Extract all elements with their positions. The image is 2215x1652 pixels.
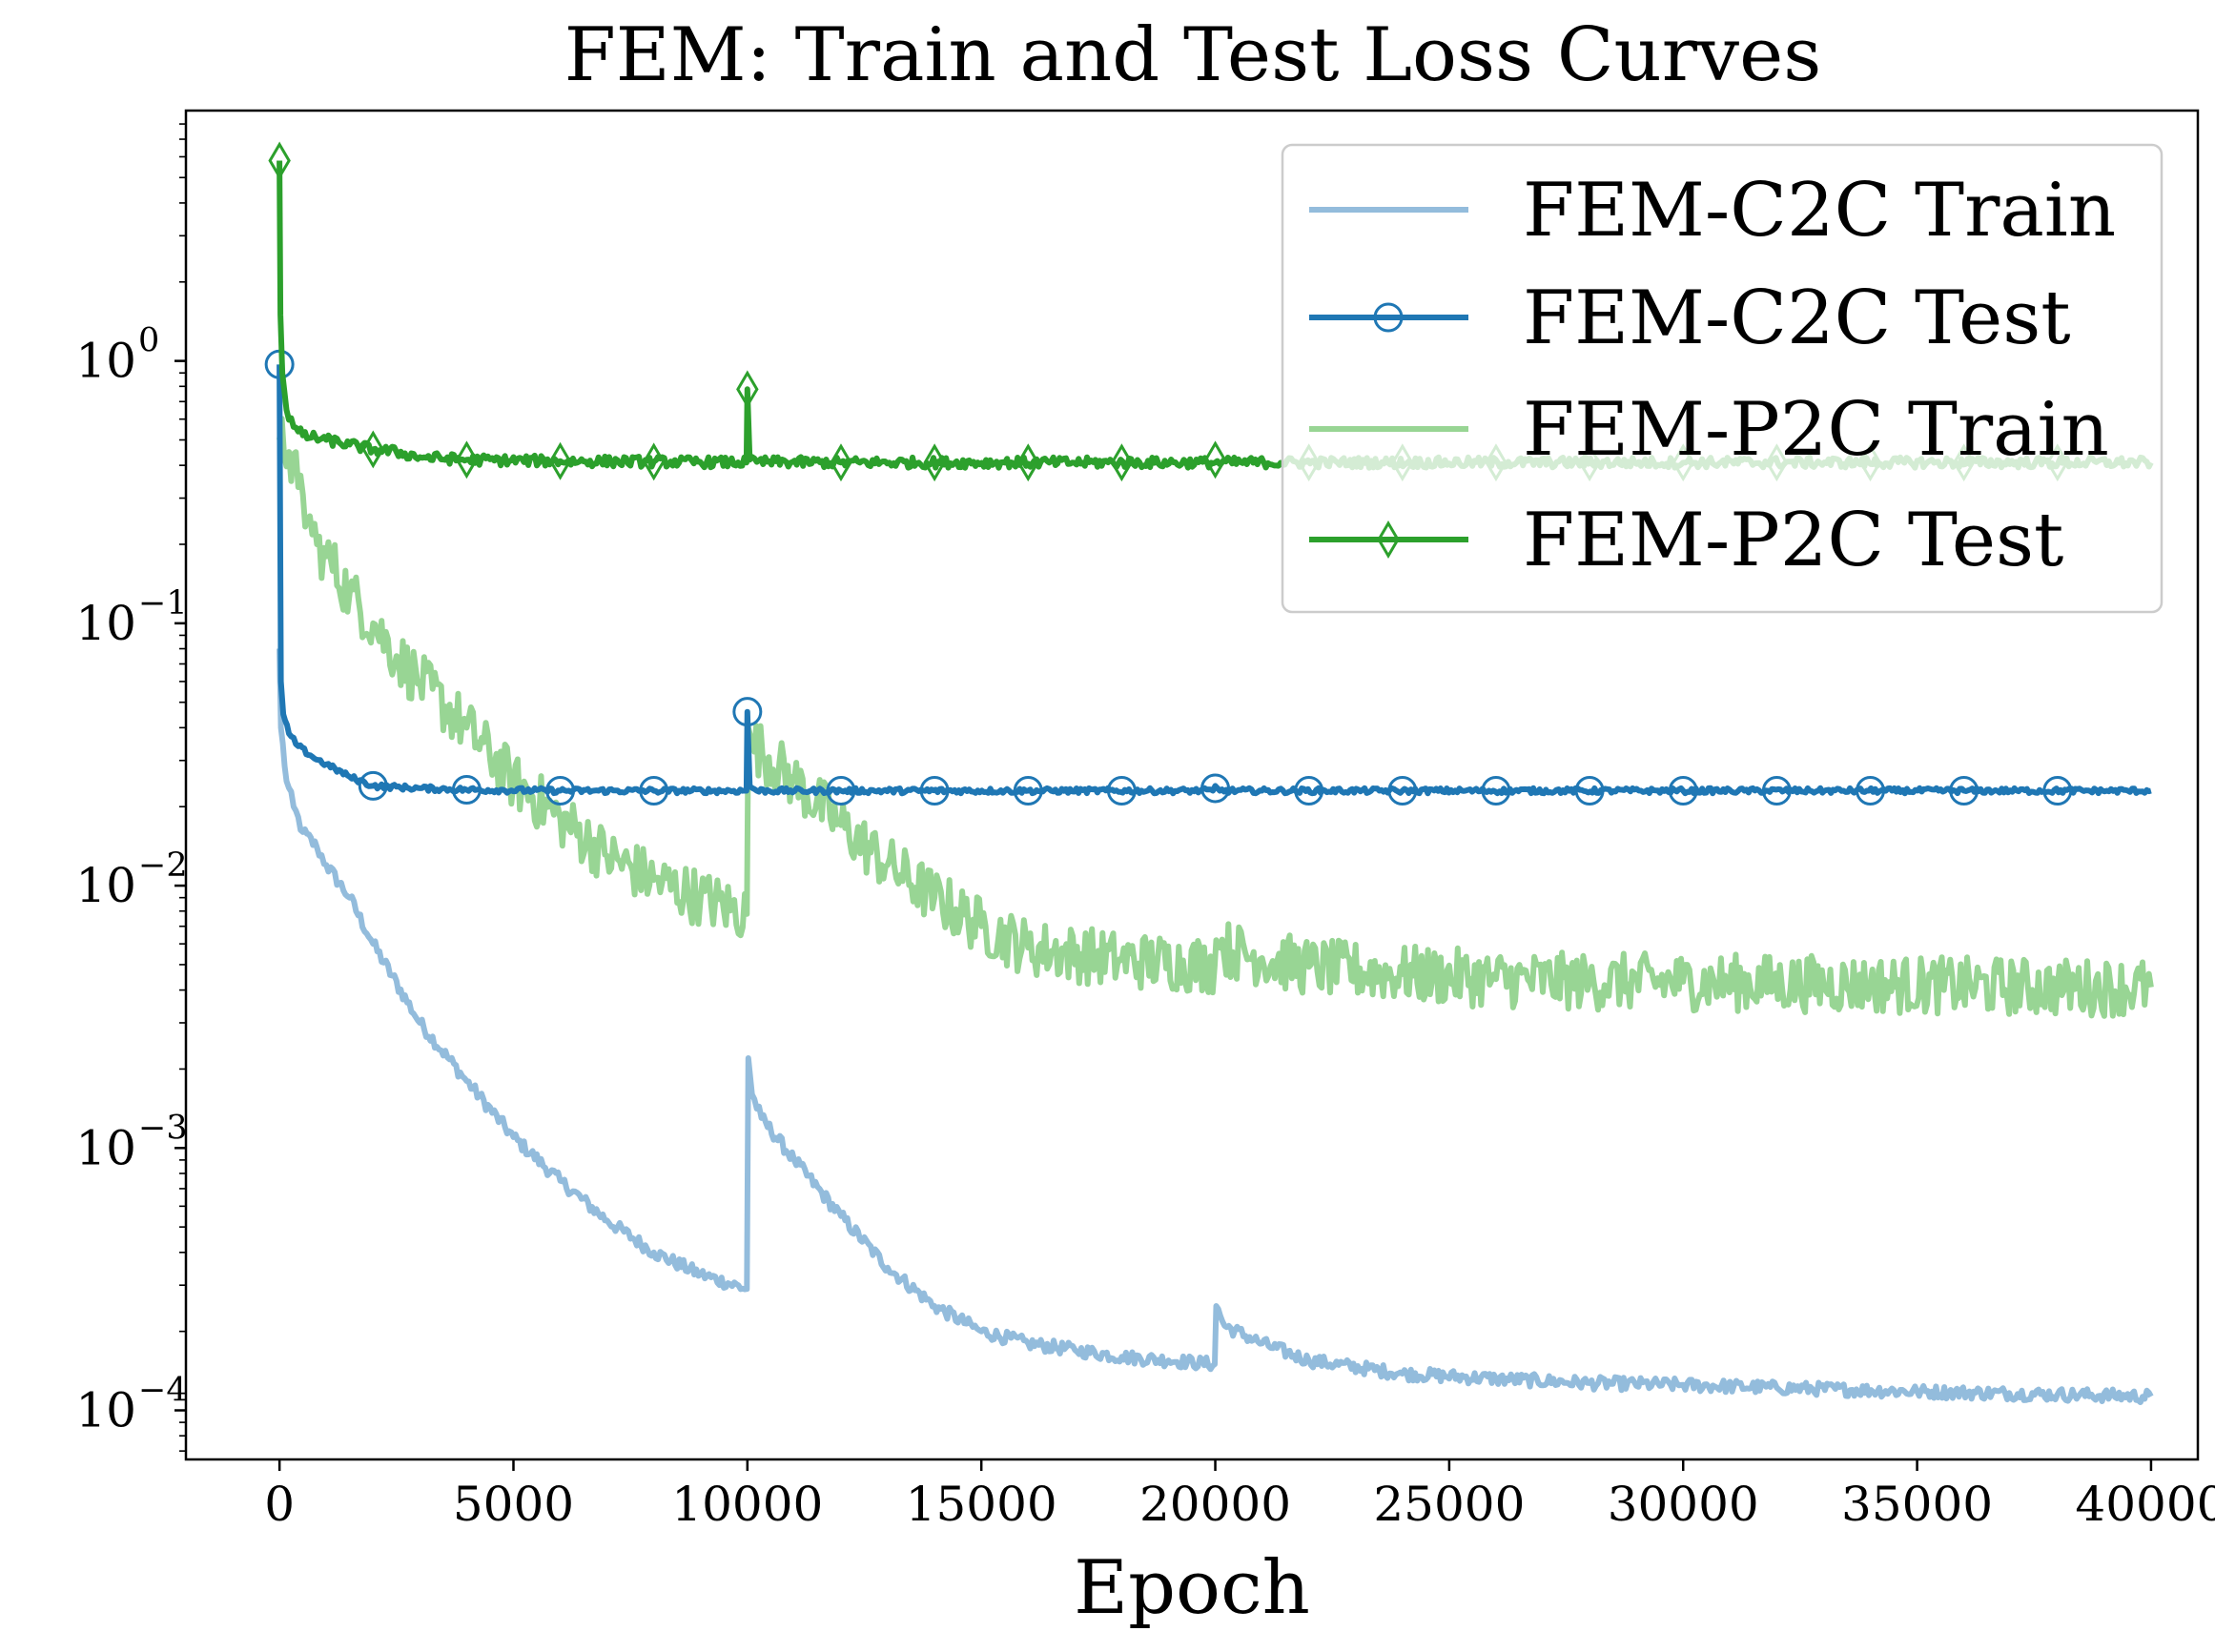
y-tick-label: 10	[75, 1383, 136, 1438]
chart-title: FEM: Train and Test Loss Curves	[564, 12, 1822, 98]
legend-box	[1281, 143, 2164, 614]
fem-p2c-test-marker	[1110, 443, 1134, 482]
y-tick-exponent: −1	[138, 584, 188, 622]
y-tick-exponent: 0	[138, 322, 159, 360]
fem-c2c-test-marker	[1013, 776, 1043, 806]
fem-p2c-test-marker	[361, 430, 385, 469]
x-tick-label: 15000	[906, 1477, 1057, 1532]
legend-marker-fem-p2c-test	[1377, 520, 1400, 559]
fem-p2c-test-marker	[736, 370, 759, 409]
fem-c2c-test-marker	[451, 774, 482, 805]
fem-p2c-test-marker	[923, 443, 946, 482]
fem-c2c-test-marker	[1949, 776, 1979, 806]
axes-frame	[184, 109, 2200, 1461]
x-tick-label: 25000	[1373, 1477, 1525, 1532]
fem-c2c-test-marker	[1668, 776, 1698, 806]
legend-label-fem-c2c-test: FEM-C2C Test	[1523, 275, 2071, 361]
fem-c2c-test-marker	[1106, 776, 1137, 806]
x-tick-label: 40000	[2075, 1477, 2215, 1532]
y-tick-exponent: −3	[138, 1109, 188, 1147]
fem-p2c-test-marker	[1016, 443, 1039, 482]
fem-p2c-train-line	[277, 416, 2154, 1019]
y-tick-label: 10	[75, 596, 136, 651]
y-tick-exponent: −2	[138, 846, 188, 885]
fem-c2c-test-marker	[919, 776, 950, 806]
x-tick-label: 5000	[453, 1477, 574, 1532]
fem-c2c-test-marker	[826, 776, 856, 806]
x-tick-label: 10000	[671, 1477, 823, 1532]
fem-c2c-test-marker	[639, 776, 669, 806]
legend-label-fem-c2c-train: FEM-C2C Train	[1523, 168, 2116, 254]
fem-c2c-test-marker	[545, 776, 576, 806]
fem-p2c-test-marker	[548, 441, 572, 480]
fem-c2c-test-marker	[1481, 776, 1511, 806]
y-tick-label: 10	[75, 334, 136, 389]
fem-c2c-test-line	[277, 364, 2152, 797]
fem-p2c-test-marker	[268, 141, 291, 180]
fem-p2c-test-marker	[830, 443, 852, 482]
x-axis: 0 5000 10000 15000 20000 25000 30000 35000 40000	[264, 1459, 2215, 1532]
x-tick-label: 35000	[1841, 1477, 1993, 1532]
fem-c2c-train-line	[277, 648, 2154, 1405]
fem-p2c-test-marker	[1203, 440, 1227, 479]
x-axis-label: Epoch	[1074, 1545, 1310, 1631]
x-tick-label: 20000	[1139, 1477, 1291, 1532]
fem-c2c-test-marker	[1200, 773, 1231, 804]
fem-c2c-test-marker	[1294, 776, 1324, 806]
fem-c2c-test-marker	[1761, 776, 1792, 806]
legend-label-fem-p2c-test: FEM-P2C Test	[1523, 498, 2063, 583]
x-tick-label: 30000	[1608, 1477, 1759, 1532]
legend-marker-fem-c2c-test	[1373, 302, 1404, 333]
y-tick-label: 10	[75, 1120, 136, 1175]
y-tick-label: 10	[75, 858, 136, 913]
y-tick-exponent: −4	[138, 1372, 188, 1410]
fem-c2c-test-marker	[2042, 776, 2073, 806]
fem-p2c-test-marker	[455, 440, 479, 479]
x-tick-label: 0	[264, 1477, 295, 1532]
fem-p2c-test-marker	[642, 442, 666, 481]
fem-c2c-test-marker	[732, 697, 763, 727]
fem-c2c-test-marker	[358, 770, 388, 801]
fem-c2c-test-marker	[1387, 776, 1418, 806]
fem-c2c-test-marker	[1856, 776, 1886, 806]
legend: FEM-C2C Train FEM-C2C Test FEM-P2C Train FE…	[1281, 143, 2164, 614]
fem-c2c-test-marker	[1574, 776, 1605, 806]
legend-label-fem-p2c-train: FEM-P2C Train	[1523, 387, 2109, 473]
